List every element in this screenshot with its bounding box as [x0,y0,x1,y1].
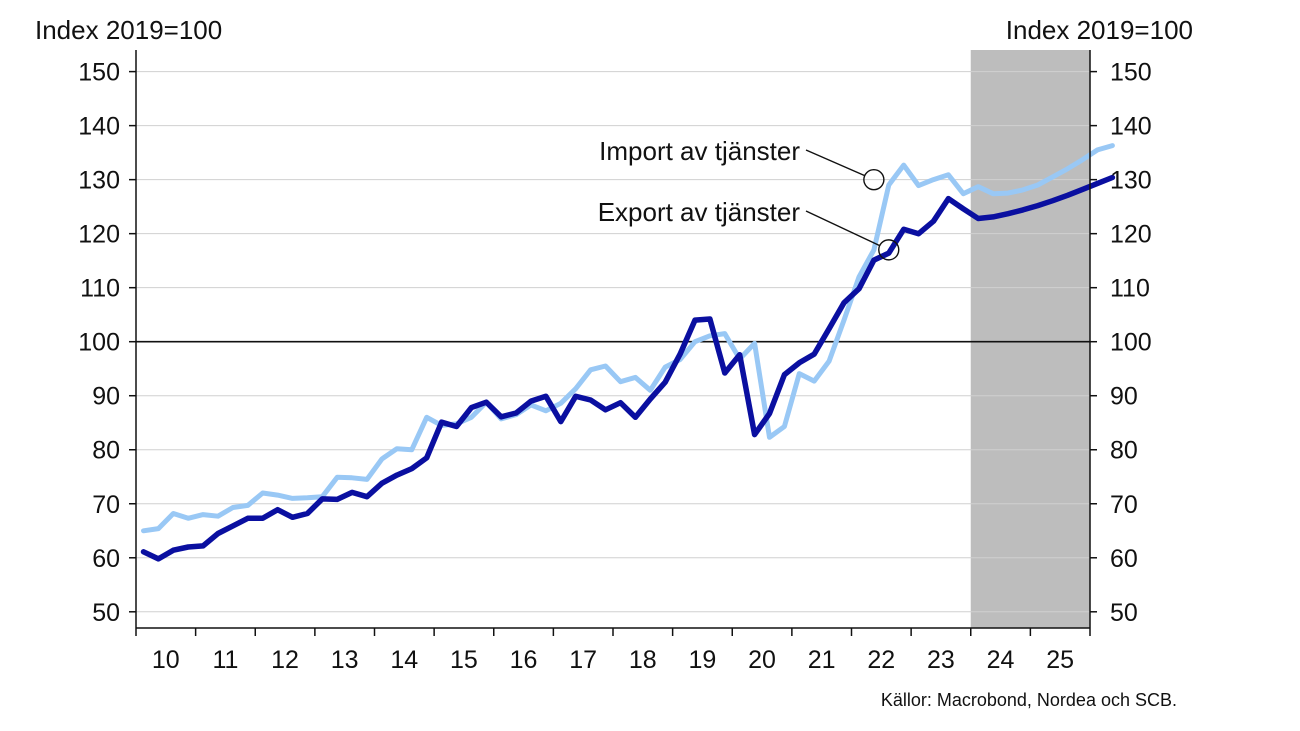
series-line-export [140,174,1116,562]
y-tick-label-right-140: 140 [1110,113,1152,141]
y-tick-label-left-130: 130 [78,167,120,195]
y-tick-label-right-70: 70 [1110,491,1138,519]
x-tick-label-15: 15 [450,646,478,674]
y-tick-label-left-150: 150 [78,59,120,87]
y-tick-label-left-90: 90 [92,383,120,411]
y-tick-label-right-150: 150 [1110,59,1152,87]
y-ticks-left: 50 60 70 80 90 100 110 120 130 140 150 [78,59,136,627]
callout-marker-export [878,239,900,261]
source-note: Källor: Macrobond, Nordea och SCB. [881,690,1177,710]
gridlines [136,71,1090,613]
x-tick-label-16: 16 [510,646,538,674]
y-axis-title-right: Index 2019=100 [1006,15,1193,45]
series-label-import: Import av tjänster [599,136,800,166]
y-tick-label-left-100: 100 [78,329,120,357]
callout-leader-export [805,210,881,247]
x-tick-label-12: 12 [271,646,299,674]
y-tick-label-right-80: 80 [1110,437,1138,465]
x-tick-label-21: 21 [808,646,836,674]
x-tick-label-18: 18 [629,646,657,674]
y-tick-label-right-110: 110 [1110,275,1150,303]
y-tick-label-right-130: 130 [1110,167,1152,195]
x-tick-label-25: 25 [1046,646,1074,674]
x-tick-label-23: 23 [927,646,955,674]
y-tick-label-left-120: 120 [78,221,120,249]
x-tick-label-14: 14 [390,646,418,674]
x-tick-label-13: 13 [331,646,359,674]
x-tick-label-19: 19 [689,646,717,674]
callout-leader-import [805,149,865,177]
callout-marker-import [863,168,885,191]
callouts [805,149,900,261]
y-ticks-right: 50 60 70 80 90 100 110 120 130 140 150 [1090,59,1152,627]
y-tick-label-right-60: 60 [1110,545,1138,573]
y-tick-label-left-60: 60 [92,545,120,573]
y-tick-label-right-50: 50 [1110,599,1138,627]
series-label-export: Export av tjänster [598,197,801,227]
forecast-shading [970,50,1090,628]
x-tick-label-22: 22 [867,646,895,674]
x-tick-label-24: 24 [987,646,1015,674]
y-tick-label-left-50: 50 [92,599,120,627]
y-tick-label-left-80: 80 [92,437,120,465]
x-tick-label-17: 17 [569,646,597,674]
y-tick-label-right-100: 100 [1110,329,1152,357]
y-tick-label-left-140: 140 [78,113,120,141]
x-ticks: 10 11 12 13 14 15 16 17 18 19 20 21 22 23 24 25 [135,628,1091,674]
series-layer [140,143,1116,562]
x-tick-label-20: 20 [748,646,776,674]
series-line-import [141,143,1115,534]
x-tick-label-11: 11 [212,646,238,674]
y-tick-label-left-70: 70 [92,491,120,519]
y-axis-title-left: Index 2019=100 [35,15,222,45]
y-tick-label-left-110: 110 [80,275,120,303]
y-tick-label-right-90: 90 [1110,383,1138,411]
x-tick-label-10: 10 [152,646,180,674]
y-tick-label-right-120: 120 [1110,221,1152,249]
